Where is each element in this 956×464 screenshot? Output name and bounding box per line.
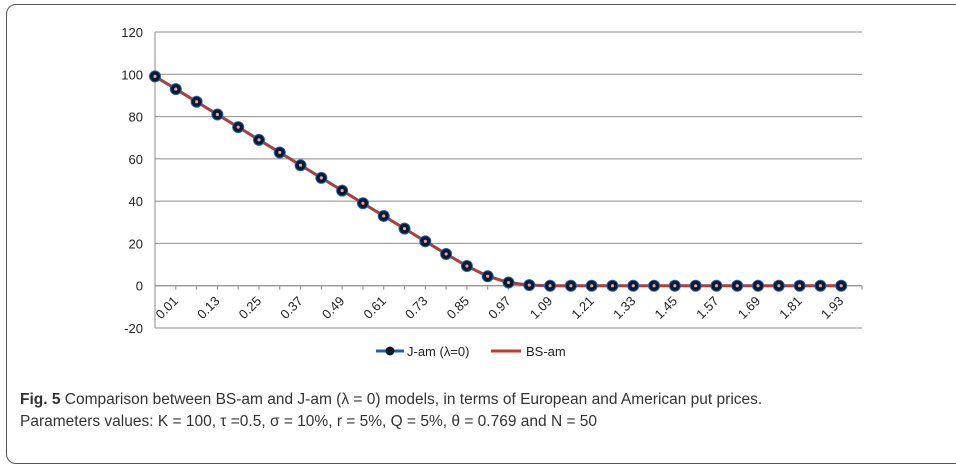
y-tick-label: 40 bbox=[129, 194, 143, 209]
x-tick-label: 1.09 bbox=[527, 293, 556, 322]
caption-line1: Comparison between BS-am and J-am (λ = 0… bbox=[64, 391, 763, 408]
legend-item-bs-am: BS-am bbox=[491, 344, 566, 359]
x-tick-label: 0.37 bbox=[277, 293, 306, 322]
y-tick-label: 20 bbox=[129, 236, 143, 251]
data-point-bs-am bbox=[486, 274, 490, 278]
data-point-bs-am bbox=[444, 252, 448, 256]
data-point-bs-am bbox=[631, 284, 635, 288]
figure-label: Fig. 5 bbox=[20, 391, 61, 408]
legend: J-am (λ=0) BS-am bbox=[376, 344, 566, 359]
data-point-bs-am bbox=[215, 112, 219, 117]
data-point-bs-am bbox=[652, 284, 656, 288]
legend-label-bs-am: BS-am bbox=[526, 344, 566, 359]
x-tick-label: 0.85 bbox=[444, 293, 473, 322]
x-tick-label: 1.21 bbox=[568, 293, 597, 322]
data-point-bs-am bbox=[278, 150, 282, 155]
data-point-bs-am bbox=[548, 284, 552, 288]
data-point-bs-am bbox=[340, 188, 344, 193]
data-point-bs-am bbox=[569, 284, 573, 288]
caption-line2: Parameters values: K = 100, τ =0.5, σ = … bbox=[20, 413, 598, 430]
x-tick-label: 0.25 bbox=[236, 293, 265, 322]
data-point-bs-am bbox=[319, 176, 323, 180]
data-point-bs-am bbox=[506, 280, 511, 285]
legend-item-j-am: J-am (λ=0) bbox=[376, 344, 469, 359]
x-tick-label: 0.01 bbox=[153, 293, 182, 322]
x-tick-label: 0.13 bbox=[194, 293, 223, 322]
data-point-bs-am bbox=[590, 284, 594, 288]
y-tick-label: 0 bbox=[136, 279, 143, 294]
x-tick-label: 1.81 bbox=[776, 293, 805, 322]
x-tick-label: 1.57 bbox=[693, 293, 722, 322]
figure-caption: Fig. 5 Comparison between BS-am and J-am… bbox=[20, 389, 950, 433]
data-point-bs-am bbox=[798, 284, 802, 288]
y-tick-label: -20 bbox=[124, 321, 143, 336]
legend-marker-j-am bbox=[385, 346, 395, 356]
x-axis-ticks: 0.01 0.13 0.25 0.37 0.49 0.61 0.73 0.85 0.97 1.09… bbox=[153, 293, 847, 322]
series-line-j-am bbox=[154, 75, 842, 288]
data-point-bs-am bbox=[298, 163, 303, 167]
y-axis-ticks: -20 0 20 40 60 80 100 120 bbox=[121, 25, 143, 336]
data-point-bs-am bbox=[153, 74, 157, 78]
x-tick-label: 1.45 bbox=[652, 293, 681, 322]
data-point-bs-am bbox=[714, 284, 719, 288]
data-point-bs-am bbox=[382, 214, 386, 218]
data-point-bs-am bbox=[694, 284, 698, 288]
x-tick-label: 1.33 bbox=[610, 293, 639, 322]
data-point-bs-am bbox=[361, 201, 365, 205]
data-point-bs-am bbox=[839, 284, 843, 288]
data-point-bs-am bbox=[527, 283, 531, 287]
data-point-bs-am bbox=[402, 227, 407, 231]
series-line-bs-am bbox=[154, 75, 842, 287]
data-point-bs-am bbox=[673, 284, 677, 288]
x-tick-label: 1.93 bbox=[818, 293, 847, 322]
data-point-bs-am bbox=[465, 264, 469, 268]
data-point-bs-am bbox=[257, 138, 261, 142]
data-point-bs-am bbox=[777, 284, 781, 288]
data-point-bs-am bbox=[735, 284, 739, 288]
data-point-bs-am bbox=[194, 100, 199, 104]
x-tick-label: 0.73 bbox=[402, 293, 431, 322]
x-tick-label: 0.49 bbox=[319, 293, 348, 322]
data-point-bs-am bbox=[610, 284, 615, 288]
data-point-bs-am bbox=[818, 284, 823, 288]
x-tick-label: 0.61 bbox=[360, 293, 389, 322]
legend-label-j-am: J-am (λ=0) bbox=[407, 344, 469, 359]
data-point-bs-am bbox=[174, 87, 178, 91]
x-tick-label: 1.69 bbox=[735, 293, 764, 322]
y-tick-label: 60 bbox=[129, 152, 143, 167]
y-tick-label: 80 bbox=[129, 110, 143, 125]
series-markers bbox=[149, 70, 848, 292]
y-tick-label: 100 bbox=[121, 67, 143, 82]
series-lines bbox=[154, 75, 842, 288]
data-point-bs-am bbox=[236, 125, 240, 129]
x-tick-label: 0.97 bbox=[485, 293, 514, 322]
data-point-bs-am bbox=[423, 239, 427, 243]
y-tick-label: 120 bbox=[121, 25, 143, 40]
data-point-bs-am bbox=[756, 284, 760, 288]
